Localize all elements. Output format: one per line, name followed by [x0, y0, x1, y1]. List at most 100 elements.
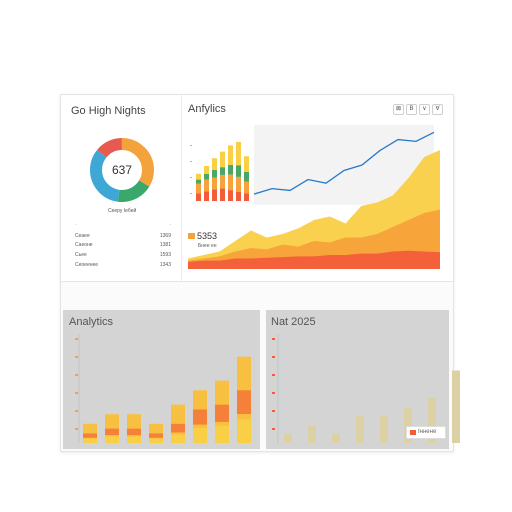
bar-segment — [83, 433, 97, 438]
dashboard-window: Go High Nights 637 Сееру Іебей · · Сеаее 1… — [60, 94, 460, 452]
tick-mark — [272, 410, 275, 412]
tick-mark — [272, 356, 275, 358]
bar — [196, 183, 201, 194]
tick-mark — [75, 374, 78, 376]
bar — [212, 177, 217, 190]
row-label: Сьее — [75, 252, 87, 258]
table-row[interactable]: · · — [75, 222, 171, 228]
toolbar-button-1[interactable]: ⊠ — [393, 104, 404, 115]
bar-segment — [215, 380, 229, 426]
bar — [220, 174, 225, 189]
bar — [171, 404, 185, 443]
analytics-bar-panel: Analytics — [63, 310, 260, 449]
bar — [244, 156, 249, 172]
table-row[interactable]: Сеаее 1369 — [75, 233, 171, 242]
panel-title: Analytics — [69, 316, 114, 328]
tick-mark — [272, 392, 275, 394]
legend: Іннене — [406, 426, 446, 439]
tick-mark — [272, 374, 275, 376]
bar — [196, 193, 201, 201]
bar — [220, 188, 225, 201]
bar — [196, 179, 201, 184]
bar — [228, 164, 233, 175]
bar — [228, 145, 233, 165]
bar — [228, 174, 233, 191]
toolbar-button-4[interactable]: ∀ — [432, 104, 443, 115]
donut-caption: Сееру Іебей — [108, 208, 137, 214]
bar-segment — [127, 428, 141, 436]
bar-segment — [127, 414, 141, 437]
section-divider — [61, 281, 453, 282]
panel-title: Nat 2025 — [271, 316, 316, 328]
row-value: 1381 — [159, 242, 171, 248]
bar-segment — [193, 390, 207, 428]
bar-segment — [149, 433, 163, 438]
panel-title: Go High Nights — [71, 105, 146, 117]
donut-segment-blue — [90, 138, 154, 202]
row-value: 1593 — [159, 252, 171, 258]
area-series — [188, 250, 440, 269]
bar — [196, 173, 201, 180]
table-row[interactable]: Саеоне 1381 — [75, 242, 171, 251]
legend-label: Іннене — [418, 429, 437, 435]
tick-mark — [272, 338, 275, 340]
line-series — [253, 131, 435, 195]
bar — [204, 173, 209, 180]
bar — [308, 425, 316, 443]
bar — [236, 176, 241, 192]
donut-segment-green — [90, 138, 154, 202]
row-label: Сеаее — [75, 233, 90, 239]
table-row[interactable]: Сьее 1593 — [75, 252, 171, 261]
bar-segment — [171, 404, 185, 435]
legend-swatch — [410, 430, 416, 435]
donut-segment-red — [90, 138, 154, 202]
stat-value: 5353 — [197, 231, 218, 241]
bar — [228, 190, 233, 201]
tick-mark — [190, 177, 192, 178]
row-value: 1343 — [159, 262, 171, 268]
toolbar-button-3[interactable]: ∨ — [419, 104, 430, 115]
bar-segment — [237, 390, 251, 415]
row-label: Саеоне — [75, 242, 93, 248]
year-bar-panel: Nat 2025 Іннене — [266, 310, 460, 449]
donut-chart: 637 — [90, 138, 154, 202]
area-chart — [188, 150, 440, 269]
toolbar-button-2[interactable]: B — [406, 104, 417, 115]
legend-swatch — [188, 233, 195, 239]
bar-segment — [215, 404, 229, 422]
bar — [380, 415, 388, 443]
tick-mark — [75, 410, 78, 412]
bar — [204, 179, 209, 192]
tick-mark — [75, 356, 78, 358]
bar — [212, 189, 217, 201]
bar — [236, 165, 241, 177]
summary-panel: Go High Nights 637 Сееру Іебей · · Сеаее 1… — [61, 95, 182, 281]
bar-segment — [105, 414, 119, 437]
stat-caption: Бнее ен — [198, 243, 217, 249]
donut-value: 637 — [112, 163, 132, 177]
bar-segment — [105, 428, 119, 436]
bar — [356, 415, 364, 443]
analytics-panel: Anfylics ⊠ B ∨ ∀ 5353 Бнее ен — [182, 95, 453, 281]
tick-mark — [190, 145, 192, 146]
bar-segment — [83, 423, 97, 439]
tick-mark — [190, 161, 192, 162]
bar — [236, 191, 241, 201]
bar — [220, 167, 225, 175]
tick-mark — [272, 428, 275, 430]
bar — [244, 193, 249, 201]
tick-mark — [75, 338, 78, 340]
bar — [212, 169, 217, 178]
row-label: Сеоеенее — [75, 262, 99, 268]
stacked-bar-chart — [190, 141, 249, 201]
bar — [332, 433, 340, 443]
bar — [204, 166, 209, 174]
table-row[interactable]: Сеоеенее 1343 — [75, 262, 171, 271]
tick-mark — [190, 193, 192, 194]
bar — [404, 408, 412, 443]
bar — [244, 181, 249, 194]
row-value: 1369 — [159, 233, 171, 239]
tick-mark — [75, 392, 78, 394]
tick-mark — [75, 428, 78, 430]
panel-title: Anfylics — [188, 103, 226, 115]
